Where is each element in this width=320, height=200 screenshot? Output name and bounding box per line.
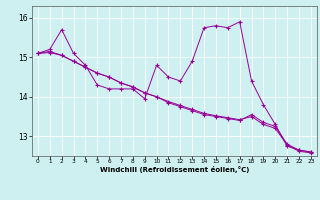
X-axis label: Windchill (Refroidissement éolien,°C): Windchill (Refroidissement éolien,°C) [100,166,249,173]
